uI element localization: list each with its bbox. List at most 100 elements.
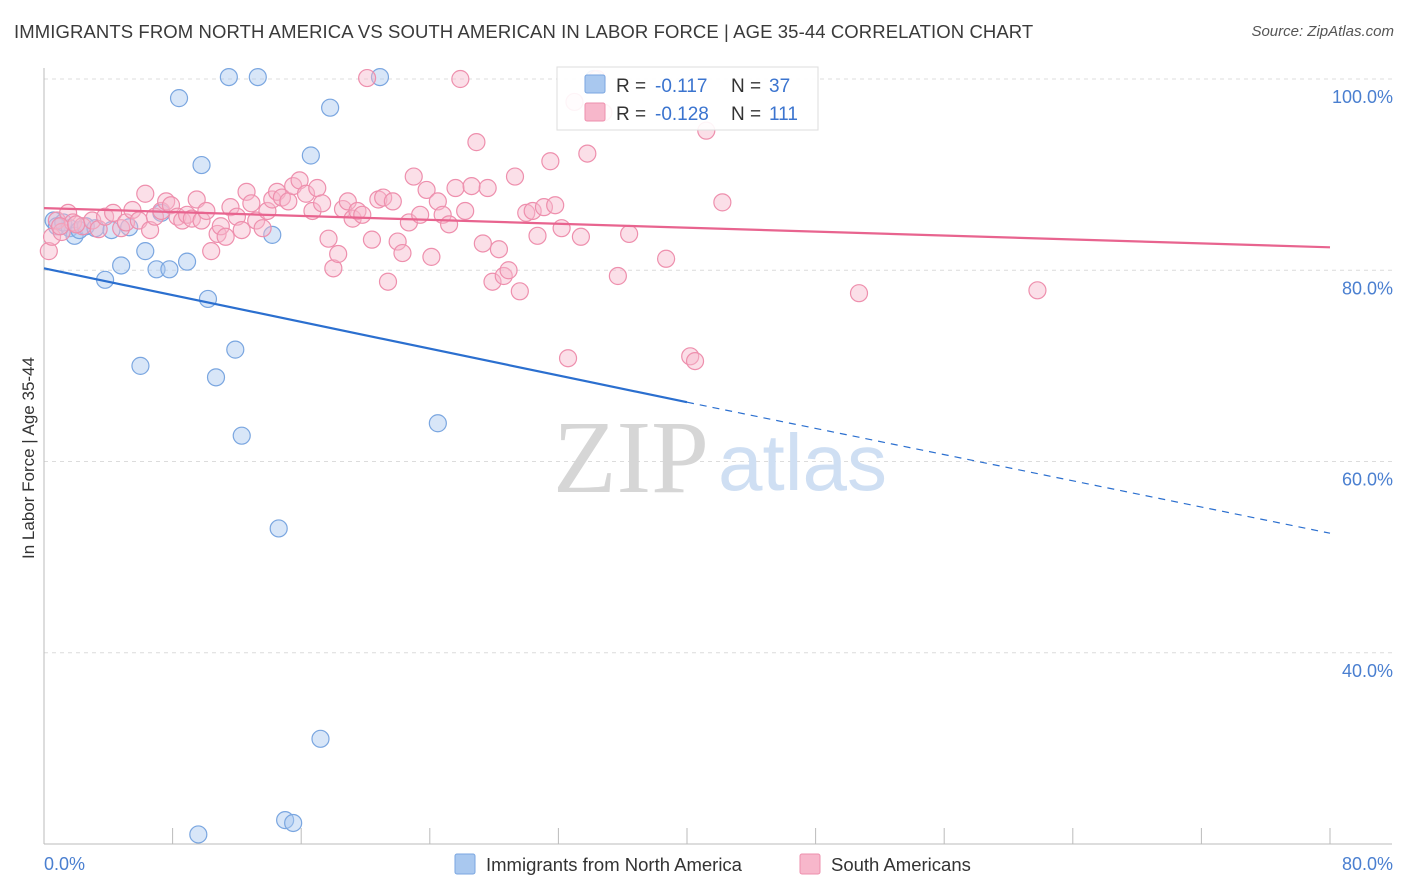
data-point-pink bbox=[227, 207, 246, 226]
y-tick-label: 80.0% bbox=[1342, 278, 1393, 298]
data-point-pink bbox=[428, 192, 447, 211]
legend-label-blue: Immigrants from North America bbox=[486, 854, 743, 875]
data-point-pink bbox=[620, 224, 639, 244]
data-point-blue bbox=[147, 260, 166, 279]
stats-n-value: 37 bbox=[769, 76, 790, 97]
y-tick-label: 40.0% bbox=[1342, 661, 1393, 681]
data-point-blue bbox=[160, 260, 179, 279]
data-point-pink bbox=[67, 215, 86, 234]
data-point-pink bbox=[329, 244, 348, 264]
x-tick-label: 80.0% bbox=[1342, 854, 1393, 874]
data-point-pink bbox=[422, 247, 441, 266]
x-tick-label: 0.0% bbox=[44, 854, 85, 874]
data-point-blue bbox=[263, 225, 282, 244]
legend-swatch-blue bbox=[454, 853, 476, 875]
stats-r-label: R = bbox=[616, 104, 646, 125]
legend-swatch-pink bbox=[799, 853, 821, 875]
data-point-pink bbox=[446, 178, 465, 198]
data-point-pink bbox=[279, 192, 298, 211]
y-tick-label: 60.0% bbox=[1342, 470, 1393, 490]
data-point-pink bbox=[202, 242, 221, 261]
data-point-pink bbox=[494, 266, 513, 286]
stats-r-label: R = bbox=[616, 76, 646, 97]
data-point-blue bbox=[301, 146, 320, 165]
data-point-blue bbox=[177, 252, 197, 271]
data-point-pink bbox=[221, 198, 240, 217]
data-point-pink bbox=[483, 272, 502, 291]
data-point-pink bbox=[489, 240, 509, 259]
legend-label-pink: South Americans bbox=[831, 854, 971, 875]
data-point-pink bbox=[383, 192, 402, 211]
data-point-pink bbox=[308, 178, 327, 198]
data-point-pink bbox=[136, 184, 155, 203]
data-point-pink bbox=[374, 188, 393, 207]
data-point-pink bbox=[534, 198, 554, 217]
data-point-blue bbox=[232, 426, 251, 445]
data-points bbox=[39, 67, 1047, 844]
data-point-pink bbox=[296, 184, 316, 203]
trend-line-pink bbox=[43, 206, 1331, 249]
data-point-pink bbox=[608, 266, 627, 286]
data-point-pink bbox=[197, 201, 216, 221]
stats-n-label: N = bbox=[731, 76, 761, 97]
data-point-blue bbox=[189, 825, 208, 844]
bottom-legend: Immigrants from North America South Ameri… bbox=[454, 853, 971, 875]
data-point-blue bbox=[284, 813, 303, 833]
data-point-pink bbox=[140, 220, 160, 240]
data-point-pink bbox=[462, 177, 481, 196]
watermark-zip: ZIP bbox=[553, 400, 709, 515]
data-point-pink bbox=[417, 180, 436, 200]
data-point-pink bbox=[499, 261, 518, 280]
data-point-blue bbox=[131, 356, 150, 375]
data-point-blue bbox=[219, 67, 238, 87]
stats-r-value: -0.117 bbox=[655, 76, 707, 97]
data-point-pink bbox=[546, 196, 565, 215]
data-point-blue bbox=[136, 242, 155, 261]
data-point-pink bbox=[112, 219, 131, 238]
data-point-blue bbox=[192, 155, 211, 175]
data-point-pink bbox=[319, 229, 338, 248]
stats-n-value: 111 bbox=[769, 104, 798, 125]
trend-line-blue bbox=[43, 267, 688, 404]
stats-legend-box: R = -0.117 N = 37 R = -0.128 N = 111 bbox=[556, 66, 819, 131]
data-point-pink bbox=[404, 167, 423, 186]
data-point-pink bbox=[358, 68, 377, 88]
data-point-blue bbox=[248, 67, 267, 87]
data-point-pink bbox=[528, 226, 547, 245]
data-point-pink bbox=[338, 192, 357, 211]
data-point-pink bbox=[510, 282, 529, 301]
data-point-pink bbox=[253, 219, 272, 238]
data-point-pink bbox=[467, 133, 486, 152]
data-point-pink bbox=[478, 178, 497, 198]
data-point-pink bbox=[552, 219, 571, 238]
data-point-pink bbox=[571, 227, 591, 246]
axes bbox=[43, 68, 1392, 845]
stats-r-value: -0.128 bbox=[655, 104, 709, 125]
data-point-pink bbox=[104, 203, 123, 222]
data-point-pink bbox=[657, 249, 676, 268]
data-point-pink bbox=[439, 215, 459, 234]
data-point-pink bbox=[232, 220, 251, 240]
data-point-pink bbox=[362, 230, 382, 249]
data-point-blue bbox=[321, 98, 340, 117]
data-point-blue bbox=[112, 256, 131, 275]
data-point-pink bbox=[39, 242, 58, 261]
data-point-blue bbox=[169, 89, 189, 108]
data-point-pink bbox=[388, 232, 407, 251]
data-point-pink bbox=[161, 196, 181, 215]
data-point-pink bbox=[713, 193, 732, 212]
data-point-pink bbox=[324, 259, 343, 278]
data-point-blue bbox=[428, 414, 447, 433]
y-axis-label: In Labor Force | Age 35-44 bbox=[19, 357, 38, 559]
data-point-pink bbox=[50, 217, 70, 236]
stats-n-label: N = bbox=[731, 104, 761, 125]
data-point-pink bbox=[312, 194, 332, 213]
data-point-pink bbox=[378, 272, 398, 291]
data-point-pink bbox=[216, 227, 235, 246]
data-point-pink bbox=[237, 182, 256, 201]
data-point-pink bbox=[473, 234, 492, 253]
stats-swatch-blue bbox=[584, 74, 606, 94]
y-tick-label: 100.0% bbox=[1332, 87, 1393, 107]
data-point-pink bbox=[456, 201, 475, 221]
